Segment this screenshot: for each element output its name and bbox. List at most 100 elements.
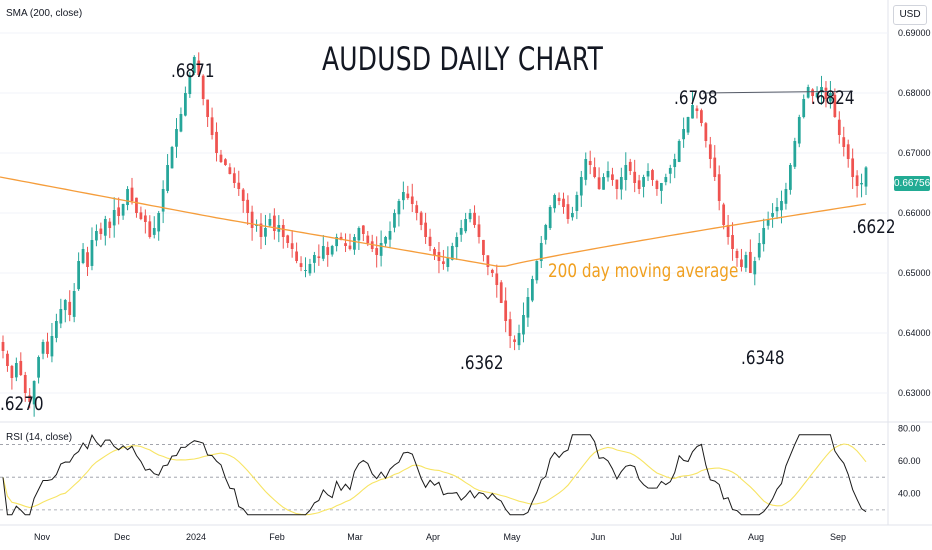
candle-body (63, 300, 67, 311)
candle-body (130, 187, 134, 201)
candle-body (450, 246, 454, 260)
time-tick-label: Aug (748, 532, 764, 542)
candle-body (557, 197, 561, 201)
candle-body (32, 381, 36, 405)
candle-body (766, 219, 770, 226)
candle-body (562, 198, 565, 207)
candle-body (530, 279, 534, 301)
candle-body (317, 256, 321, 258)
price-tick-label: 0.69000 (898, 28, 931, 38)
rsi-tick-label: 80.00 (898, 423, 921, 433)
rsi-tick-label: 40.00 (898, 489, 921, 499)
candle-body (602, 177, 605, 190)
candle-body (135, 197, 138, 213)
candle-body (655, 180, 659, 189)
candle-body (517, 333, 521, 346)
candle-body (722, 204, 726, 225)
candle-body (419, 212, 423, 225)
candle-body (401, 192, 405, 201)
candle-body (548, 207, 552, 229)
candle-body (637, 180, 641, 189)
candle-body (544, 225, 548, 240)
candle-body (628, 161, 632, 171)
sma-annotation-label: 200 day moving average (548, 260, 739, 282)
candle-body (335, 237, 339, 247)
sma-indicator-label[interactable]: SMA (200, close) (6, 8, 83, 19)
candle-body (1, 342, 5, 351)
candle-body (780, 201, 783, 211)
candle-body (224, 159, 227, 165)
candle-body (77, 261, 81, 290)
candle-body (170, 147, 174, 169)
candle-body (179, 114, 183, 132)
candle-body (571, 213, 574, 218)
candle-body (553, 195, 556, 209)
candle-body (241, 189, 245, 201)
candle-body (388, 231, 392, 240)
candle-body (486, 255, 490, 267)
candle-body (499, 282, 503, 303)
candle-body (851, 158, 855, 177)
candle-body (281, 224, 285, 237)
candle-body (19, 360, 23, 375)
currency-button[interactable]: USD (893, 5, 927, 25)
candle-body (148, 221, 152, 237)
candle-body (143, 215, 147, 222)
resistance-line (702, 90, 854, 94)
candle-body (664, 177, 668, 183)
candle-body (860, 183, 863, 185)
chart-title: AUDUSD DAILY CHART (322, 40, 604, 78)
candle-body (272, 215, 276, 231)
candle-body (126, 189, 129, 206)
candle-body (740, 259, 743, 267)
candle-body (700, 110, 703, 123)
candle-body (23, 375, 27, 393)
candle-body (673, 159, 677, 168)
candle-body (344, 243, 347, 246)
rsi-tick-label: 60.00 (898, 456, 921, 466)
candle-body (797, 117, 801, 144)
candle-body (584, 159, 588, 180)
candle-body (762, 228, 766, 245)
candle-body (299, 263, 303, 267)
candle-body (290, 243, 294, 249)
rsi-indicator-label[interactable]: RSI (14, close) (6, 432, 73, 443)
candle-body (695, 108, 699, 111)
time-tick-label: Apr (426, 532, 440, 542)
candle-body (90, 240, 94, 266)
candle-body (348, 245, 352, 249)
candle-body (566, 204, 570, 219)
candle-body (824, 87, 828, 99)
candle-body (232, 173, 236, 183)
candle-body (735, 250, 739, 258)
candle-body (50, 336, 54, 357)
candle-body (428, 236, 432, 246)
sma-200-line (0, 176, 867, 267)
candle-body (784, 189, 788, 204)
candle-body (286, 235, 290, 243)
candle-body (597, 177, 601, 189)
candle-body (726, 224, 730, 237)
candle-body (482, 239, 485, 255)
time-tick-label: Nov (34, 532, 51, 542)
annotation-low-apr: .6362 (460, 352, 504, 374)
candle-body (197, 60, 201, 75)
candle-body (357, 228, 361, 241)
candle-body (308, 264, 312, 274)
candle-body (210, 117, 214, 135)
candle-body (81, 249, 85, 263)
time-tick-label: 2024 (186, 532, 206, 542)
candle-body (473, 212, 476, 225)
candle-body (677, 141, 681, 162)
rsi-ma-line (2, 443, 867, 516)
candle-body (184, 93, 187, 116)
candle-body (41, 342, 45, 354)
candle-body (117, 207, 121, 216)
rsi-line (2, 434, 867, 516)
candle-body (410, 196, 414, 204)
candle-body (192, 57, 196, 73)
annotation-high-aug: .6824 (811, 87, 855, 109)
candle-body (397, 201, 401, 215)
candle-body (228, 167, 232, 174)
